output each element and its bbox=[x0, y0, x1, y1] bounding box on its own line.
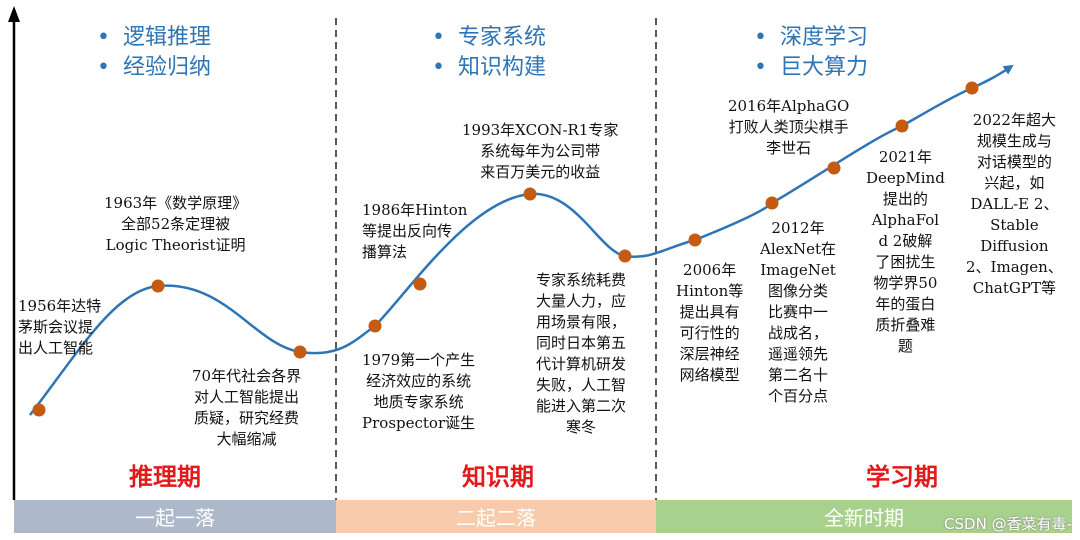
event-2006: 2006年 Hinton等 提出具有 可行性的 深层神经 网络模型 bbox=[676, 261, 744, 384]
section-3-bullet-1: • 深度学习 bbox=[754, 23, 868, 53]
bullet-text: 经验归纳 bbox=[123, 55, 212, 80]
bullet-dot: • bbox=[97, 55, 110, 80]
bullet-dot: • bbox=[754, 25, 767, 50]
y-axis-arrow bbox=[8, 6, 20, 22]
event-2016: 2016年AlphaGO 打败人类顶尖棋手 李世石 bbox=[728, 97, 850, 157]
event-1956: 1956年达特 茅斯会议提 出人工智能 bbox=[18, 297, 102, 357]
period-knowledge: 知识期 bbox=[462, 463, 534, 491]
bullet-dot: • bbox=[754, 55, 767, 80]
bullet-text: 深度学习 bbox=[780, 25, 869, 50]
event-point-7 bbox=[618, 249, 632, 263]
bullet-text: 巨大算力 bbox=[780, 55, 869, 80]
event-point-10 bbox=[827, 161, 841, 175]
event-point-6 bbox=[523, 187, 537, 201]
watermark: CSDN @香菜有毒- bbox=[944, 515, 1072, 533]
period-reasoning: 推理期 bbox=[129, 463, 201, 491]
bullet-text: 知识构建 bbox=[458, 55, 547, 80]
event-2021: 2021年 DeepMind 提出的 AlphaFol d 2破解 了困扰生 物… bbox=[866, 148, 945, 355]
bullet-text: 逻辑推理 bbox=[123, 25, 212, 50]
bullet-dot: • bbox=[432, 55, 445, 80]
event-point-2 bbox=[151, 279, 165, 293]
section-2-bullet-2: • 知识构建 bbox=[432, 53, 546, 83]
event-point-8 bbox=[688, 233, 702, 247]
event-1979: 1979第一个产生 经济效应的系统 地质专家系统 Prospector诞生 bbox=[362, 351, 476, 432]
event-winter: 专家系统耗费 大量人力，应 用场景有限， 同时日本第五 代计算机研发 失败，人工… bbox=[536, 271, 627, 436]
section-1-bullet-2: • 经验归纳 bbox=[97, 53, 211, 83]
event-point-1 bbox=[32, 403, 46, 417]
event-points bbox=[32, 81, 979, 417]
period-learning: 学习期 bbox=[866, 463, 938, 491]
bullet-dot: • bbox=[97, 25, 110, 50]
band-2: 二起二落 bbox=[336, 500, 656, 533]
section-3-bullet-2: • 巨大算力 bbox=[754, 53, 868, 83]
event-1963: 1963年《数学原理》 全部52条定理被 Logic Theorist证明 bbox=[104, 194, 248, 254]
section-2-bullet-1: • 专家系统 bbox=[432, 23, 546, 53]
band-1: 一起一落 bbox=[14, 500, 336, 533]
event-point-9 bbox=[765, 196, 779, 210]
band-3: 全新时期 bbox=[656, 500, 1072, 533]
event-2022: 2022年超大 规模生成与 对话模型的 兴起，如 DALL-E 2、 Stabl… bbox=[966, 111, 1063, 297]
section-1-bullet-1: • 逻辑推理 bbox=[97, 23, 211, 53]
event-point-4 bbox=[368, 319, 382, 333]
bullet-dot: • bbox=[432, 25, 445, 50]
event-70s: 70年代社会各界 对人工智能提出 质疑，研究经费 大幅缩减 bbox=[192, 367, 302, 448]
bullet-text: 专家系统 bbox=[458, 25, 547, 50]
event-1993: 1993年XCON-R1专家 系统每年为公司带 来百万美元的收益 bbox=[462, 121, 619, 181]
event-point-12 bbox=[965, 81, 979, 95]
event-1986: 1986年Hinton 等提出反向传 播算法 bbox=[362, 201, 468, 261]
event-2012: 2012年 AlexNet在 ImageNet 图像分类 比赛中一 战成名， 遥… bbox=[760, 219, 836, 405]
event-point-3 bbox=[293, 345, 307, 359]
event-point-5 bbox=[413, 277, 427, 291]
event-point-11 bbox=[895, 119, 909, 133]
